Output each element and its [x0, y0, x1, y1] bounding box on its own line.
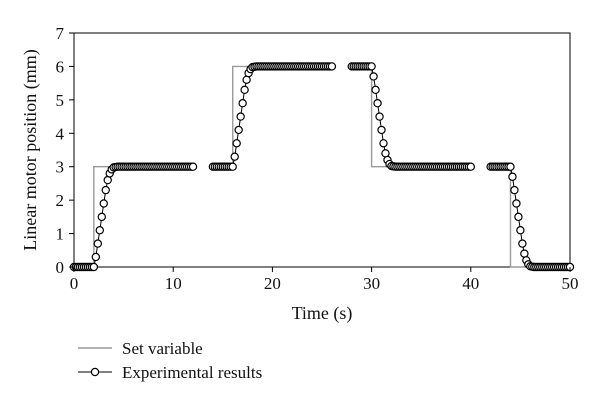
experimental-results-point: [236, 112, 245, 121]
experimental-results-line: [74, 166, 194, 268]
y-axis-label: Linear motor position (mm): [20, 49, 41, 250]
x-tick-label: 0: [70, 274, 79, 293]
experimental-results-line: [490, 166, 570, 268]
x-axis-label: Time (s): [292, 303, 353, 324]
experimental-results-point: [516, 226, 525, 235]
plot-frame: [73, 32, 571, 268]
experimental-results-point: [230, 152, 239, 161]
experimental-results-point: [103, 175, 112, 185]
x-tick-label: 40: [462, 274, 479, 293]
experimental-results-point: [379, 139, 388, 148]
x-tick-label: 50: [562, 274, 579, 293]
experimental-results-point: [377, 125, 386, 135]
experimental-results-point: [188, 162, 198, 171]
experimental-results-point: [89, 262, 99, 272]
experimental-results-point: [466, 162, 475, 171]
x-tick-label: 10: [165, 274, 182, 293]
y-tick-label: 5: [56, 91, 65, 110]
legend-set-variable-label: Set variable: [122, 339, 203, 358]
experimental-results-point: [242, 75, 251, 85]
experimental-results-point: [512, 199, 521, 208]
experimental-results-point: [371, 85, 380, 95]
legend-experimental-results-label: Experimental results: [122, 363, 262, 382]
y-tick-label: 4: [56, 124, 65, 143]
experimental-results-point: [381, 149, 390, 158]
experimental-results-point: [240, 85, 249, 95]
series-experimental-results: [69, 62, 575, 272]
set-variable-line: [212, 65, 332, 168]
experimental-results-point: [228, 162, 237, 171]
experimental-results-point: [375, 112, 384, 121]
experimental-results-point: [91, 252, 101, 262]
set-variable-line: [351, 65, 471, 168]
experimental-results-point: [232, 139, 241, 148]
experimental-results-point: [99, 199, 108, 208]
experimental-results-point: [97, 212, 106, 222]
y-tick-label: 6: [56, 57, 65, 76]
experimental-results-point: [101, 185, 110, 195]
experimental-results-point: [514, 212, 523, 222]
experimental-results-point: [518, 239, 527, 248]
set-variable-line: [74, 166, 194, 268]
plot-area: [73, 32, 571, 268]
x-tick-label: 30: [363, 274, 380, 293]
y-tick-label: 1: [56, 225, 65, 244]
experimental-results-point: [93, 239, 103, 248]
y-tick-label: 0: [56, 258, 65, 277]
legend-experimental-results-marker: [90, 367, 100, 377]
experimental-results-point: [95, 226, 104, 235]
experimental-results-point: [369, 72, 378, 81]
y-tick-label: 3: [56, 158, 65, 177]
experimental-results-point: [510, 185, 519, 195]
experimental-results-point: [508, 172, 517, 181]
legend: Set variable Experimental results: [78, 339, 262, 382]
y-tick-label: 2: [56, 191, 65, 210]
experimental-results-point: [238, 98, 247, 108]
y-tick-label: 7: [56, 24, 65, 43]
set-variable-line: [490, 166, 570, 268]
experimental-results-point: [506, 162, 515, 171]
axes: 0 10 20 30 40 50 0 1 2 3 4 5 6 7: [56, 24, 579, 293]
experimental-results-point: [234, 125, 243, 135]
experimental-results-line: [351, 65, 471, 168]
experimental-results-point: [367, 62, 376, 71]
experimental-results-point: [373, 98, 382, 108]
experimental-results-point: [327, 62, 337, 71]
experimental-results-line: [212, 65, 332, 168]
x-tick-label: 20: [264, 274, 281, 293]
